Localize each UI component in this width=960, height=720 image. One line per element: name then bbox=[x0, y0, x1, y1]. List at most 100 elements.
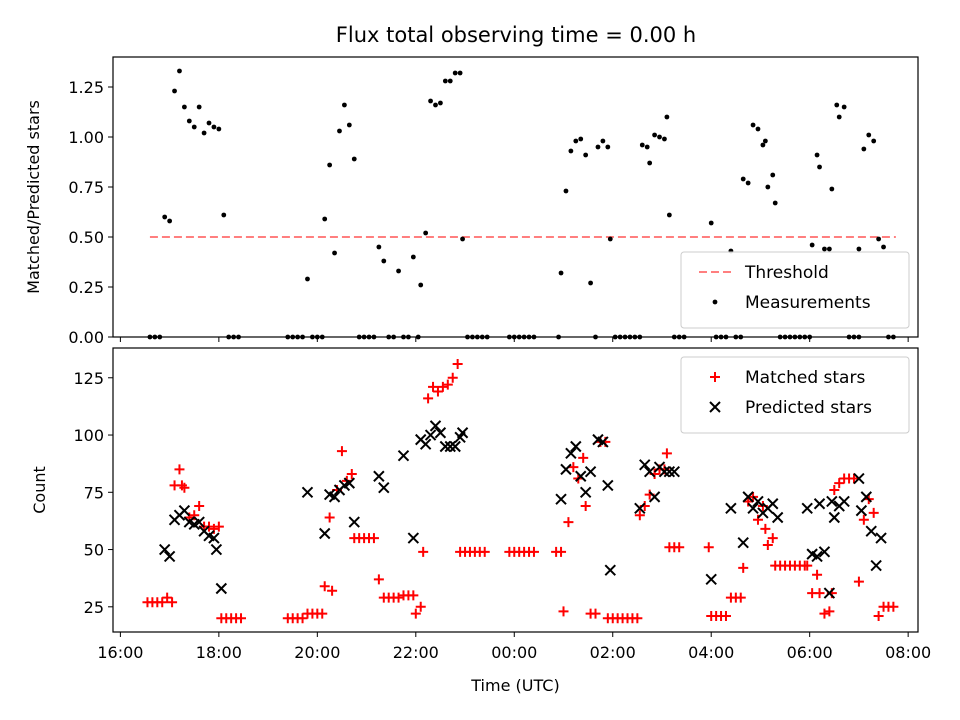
data-point bbox=[674, 542, 685, 553]
data-point bbox=[172, 88, 177, 94]
data-point bbox=[824, 606, 835, 617]
data-point bbox=[361, 334, 367, 340]
data-point bbox=[438, 100, 443, 106]
data-point bbox=[457, 70, 463, 76]
data-point bbox=[319, 527, 331, 540]
data-point bbox=[356, 334, 362, 340]
data-point bbox=[429, 420, 442, 432]
legend-label: Predicted stars bbox=[745, 398, 872, 418]
data-point bbox=[428, 381, 439, 392]
data-point bbox=[319, 334, 325, 340]
data-point bbox=[604, 564, 616, 576]
data-point bbox=[745, 180, 751, 186]
data-point bbox=[658, 465, 671, 478]
data-point bbox=[595, 144, 601, 150]
y-tick-label: 0.50 bbox=[68, 228, 104, 247]
data-point bbox=[424, 429, 437, 441]
data-point bbox=[568, 148, 574, 154]
data-point bbox=[750, 122, 756, 128]
data-point bbox=[584, 465, 597, 478]
data-point bbox=[792, 334, 798, 340]
data-point bbox=[213, 521, 224, 532]
data-point bbox=[705, 573, 717, 586]
data-point bbox=[676, 334, 682, 340]
data-point bbox=[285, 334, 291, 340]
data-point bbox=[747, 502, 759, 515]
data-point bbox=[319, 581, 330, 592]
data-point bbox=[856, 246, 862, 252]
data-point bbox=[875, 532, 887, 544]
data-point bbox=[444, 440, 456, 453]
data-point bbox=[760, 523, 771, 534]
data-point bbox=[439, 440, 452, 453]
data-point bbox=[817, 164, 822, 170]
data-point bbox=[516, 334, 522, 340]
data-point bbox=[797, 334, 803, 340]
x-tick-label: 22:00 bbox=[393, 643, 439, 662]
data-point bbox=[888, 601, 899, 612]
data-point bbox=[407, 532, 420, 544]
data-point bbox=[177, 68, 182, 74]
data-point bbox=[848, 473, 859, 484]
data-point bbox=[578, 452, 589, 463]
data-point bbox=[179, 482, 190, 493]
y-tick-label: 1.00 bbox=[68, 128, 104, 147]
data-point bbox=[853, 576, 864, 587]
data-point bbox=[868, 507, 879, 518]
series-matched-stars bbox=[142, 359, 899, 624]
data-point bbox=[521, 334, 527, 340]
data-point bbox=[526, 334, 532, 340]
data-point bbox=[378, 482, 390, 494]
data-point bbox=[301, 486, 314, 498]
data-point bbox=[434, 427, 447, 439]
data-point bbox=[332, 250, 337, 256]
legend-swatch bbox=[710, 372, 720, 382]
data-point bbox=[406, 334, 411, 340]
data-point bbox=[865, 525, 877, 537]
data-point bbox=[671, 334, 677, 340]
data-point bbox=[337, 128, 342, 134]
ratio-panel: 0.00 0.25 0.50 0.75 1.00 1.25 Matched/Predicte… bbox=[24, 56, 919, 347]
data-point bbox=[657, 134, 662, 140]
data-point bbox=[314, 334, 320, 340]
data-point bbox=[410, 608, 421, 619]
data-point bbox=[555, 493, 567, 505]
data-point bbox=[647, 160, 653, 166]
data-point bbox=[432, 386, 443, 397]
data-point bbox=[346, 122, 352, 128]
data-point bbox=[605, 144, 611, 150]
data-point bbox=[152, 334, 158, 340]
data-point bbox=[196, 104, 202, 110]
data-point bbox=[408, 590, 419, 601]
y-tick-label: 0.00 bbox=[68, 328, 104, 347]
data-point bbox=[634, 510, 645, 521]
data-point bbox=[300, 334, 305, 340]
chart-title: Flux total observing time = 0.00 h bbox=[336, 23, 696, 47]
data-point bbox=[346, 468, 357, 479]
data-point bbox=[871, 138, 877, 144]
data-point bbox=[456, 427, 469, 439]
data-point bbox=[410, 254, 416, 260]
data-point bbox=[602, 479, 614, 492]
data-point bbox=[826, 246, 832, 252]
data-point bbox=[343, 477, 356, 489]
data-point bbox=[866, 132, 872, 138]
legend-label: Measurements bbox=[745, 293, 871, 313]
x-tick-label: 18:00 bbox=[196, 643, 242, 662]
data-point bbox=[167, 218, 173, 224]
data-point bbox=[855, 504, 868, 517]
data-point bbox=[662, 136, 667, 142]
data-point bbox=[886, 334, 891, 340]
data-point bbox=[465, 334, 470, 340]
data-point bbox=[703, 542, 714, 553]
y-tick-label: 125 bbox=[73, 369, 104, 388]
data-point bbox=[317, 608, 328, 619]
x-tick-label: 06:00 bbox=[787, 643, 833, 662]
data-point bbox=[881, 244, 886, 250]
data-point bbox=[401, 334, 406, 340]
data-point bbox=[802, 334, 808, 340]
data-point bbox=[841, 104, 847, 110]
x-tick-label: 08:00 bbox=[885, 643, 931, 662]
legend-label: Matched stars bbox=[745, 368, 865, 388]
